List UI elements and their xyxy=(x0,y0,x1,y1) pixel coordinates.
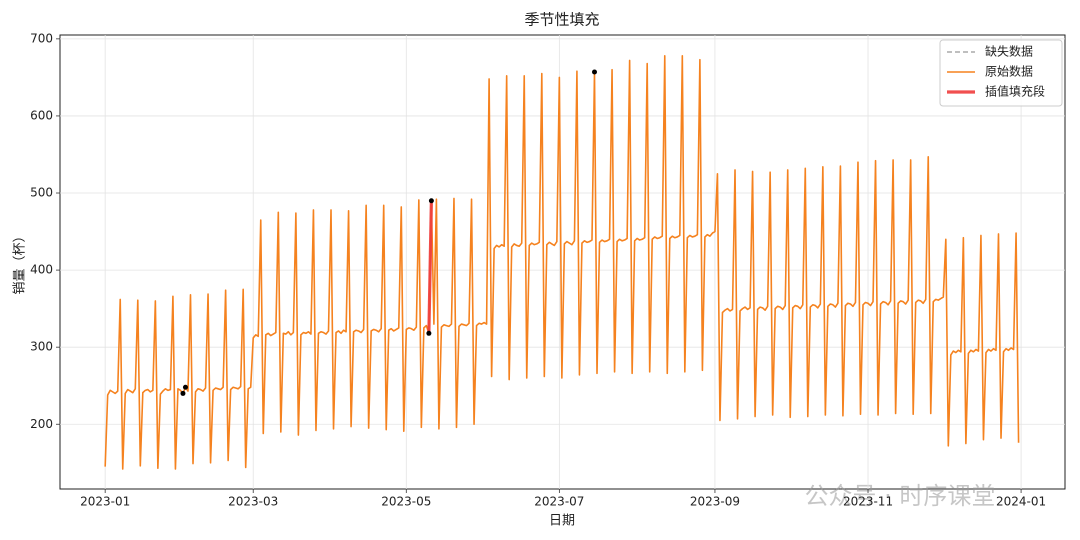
missing-point xyxy=(180,390,186,396)
chart-title: 季节性填充 xyxy=(524,11,599,29)
legend-label: 原始数据 xyxy=(985,64,1033,79)
missing-point xyxy=(428,198,434,204)
y-tick-label: 300 xyxy=(30,340,53,354)
y-tick-label: 700 xyxy=(30,31,53,45)
legend-label: 缺失数据 xyxy=(985,44,1033,59)
x-tick-label: 2023-03 xyxy=(228,495,278,509)
y-axis-label: 销量（杯） xyxy=(13,229,28,294)
x-tick-label: 2023-07 xyxy=(534,495,584,509)
legend-label: 插值填充段 xyxy=(985,84,1045,99)
x-tick-label: 2023-05 xyxy=(381,495,431,509)
y-tick-label: 500 xyxy=(30,186,53,200)
y-tick-label: 600 xyxy=(30,108,53,122)
y-tick-label: 200 xyxy=(30,417,53,431)
legend-box xyxy=(939,39,1063,107)
plot-area: 200 300 400 500 600 700 2023-01 2023-03 2023-05 2… xyxy=(30,31,1065,509)
missing-point xyxy=(591,69,597,75)
missing-point xyxy=(426,330,432,336)
series-line xyxy=(104,55,1020,470)
missing-point xyxy=(182,384,188,390)
x-tick-label: 2023-11 xyxy=(843,495,893,509)
series-line xyxy=(427,200,433,334)
x-tick-label: 2023-01 xyxy=(80,495,130,509)
x-tick-label: 2024-01 xyxy=(996,495,1046,509)
x-axis-label: 日期 xyxy=(549,514,575,529)
x-tick-label: 2023-09 xyxy=(690,495,740,509)
watermark: 公众号 · 时序课堂 xyxy=(805,482,996,510)
plot-frame xyxy=(59,34,1066,490)
y-tick-label: 400 xyxy=(30,263,53,277)
